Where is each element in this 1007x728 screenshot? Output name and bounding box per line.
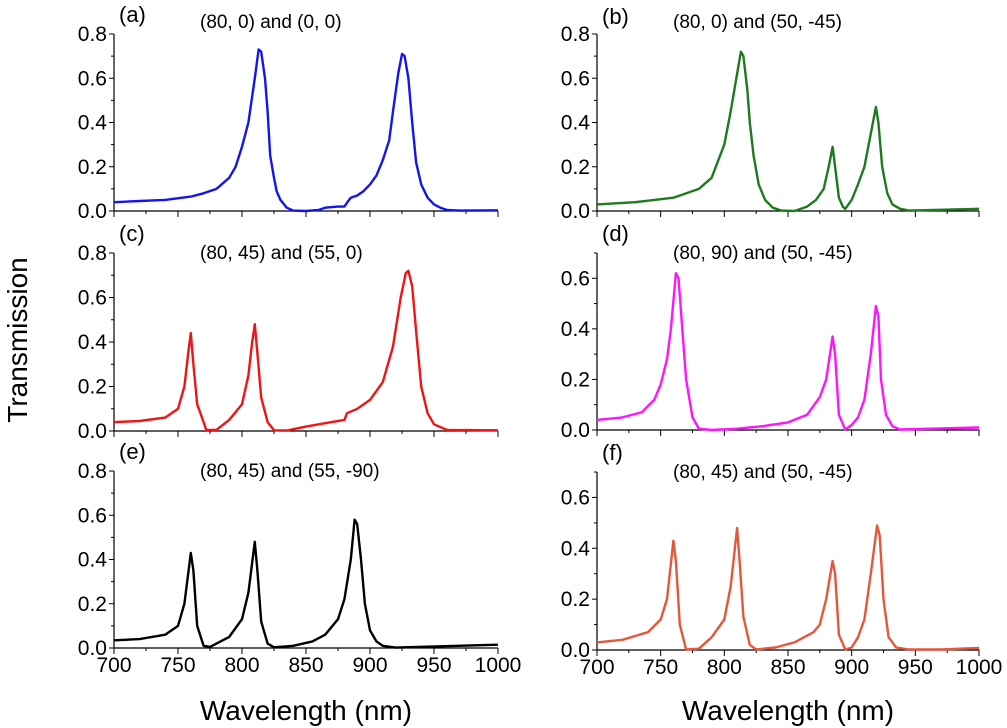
x-tick-label: 700: [96, 654, 131, 677]
panel-e: 0.0 0.2 0.4 0.6 0.8 700 750 800 850 900 950 1000 (e)…: [78, 439, 522, 677]
panel-label: (a): [119, 2, 146, 27]
y-tick-label: 0.6: [561, 67, 590, 90]
series-line: [596, 524, 980, 651]
x-tick-label: 1000: [475, 654, 522, 677]
y-tick-label: 0.8: [78, 460, 107, 483]
panel-label: (e): [119, 439, 146, 464]
panel-c: 0.0 0.2 0.4 0.6 0.8 (c) (80, 45) and (55, 0): [78, 221, 499, 443]
y-tick-label: 0.4: [78, 112, 108, 135]
x-tick-label: 800: [707, 656, 742, 679]
series-line: [113, 518, 499, 649]
series-line: [113, 269, 499, 432]
y-tick-label: 0.6: [78, 287, 107, 310]
y-tick-label: 0.8: [561, 23, 590, 46]
y-axis-title: Transmission: [2, 257, 33, 422]
panel-title: (80, 90) and (50, -45): [673, 243, 853, 264]
x-tick-label: 750: [160, 654, 195, 677]
x-tick-label: 800: [224, 654, 259, 677]
y-tick-label: 0.2: [78, 376, 107, 399]
panel-a: 0.0 0.2 0.4 0.6 0.8 (a) (80, 0) and (0, 0): [78, 2, 499, 223]
y-tick-label: 0.0: [78, 420, 107, 443]
y-tick-label: 0.2: [78, 593, 107, 616]
y-tick-label: 0.6: [78, 504, 107, 527]
x-tick-label: 950: [898, 656, 933, 679]
x-tick-label: 900: [834, 656, 869, 679]
x-tick-label: 1000: [956, 656, 1003, 679]
y-tick-label: 0.2: [561, 156, 590, 179]
y-tick-label: 0.0: [561, 419, 590, 442]
y-tick-label: 0.0: [561, 200, 590, 223]
panel-title: (80, 45) and (55, -90): [200, 461, 380, 482]
y-tick-label: 0.2: [78, 156, 107, 179]
y-tick-label: 0.6: [561, 267, 590, 290]
y-tick-label: 0.4: [78, 549, 108, 572]
series-line: [596, 50, 980, 213]
y-tick-label: 0.6: [561, 486, 590, 509]
y-tick-label: 0.0: [78, 200, 107, 223]
panel-title: (80, 45) and (55, 0): [200, 243, 363, 264]
panel-title: (80, 0) and (0, 0): [200, 12, 342, 33]
x-tick-label: 750: [643, 656, 678, 679]
panel-label: (c): [119, 221, 145, 246]
panel-title: (80, 45) and (50, -45): [673, 462, 853, 483]
y-tick-label: 0.6: [78, 67, 107, 90]
x-axis-title-right: Wavelength (nm): [682, 695, 894, 726]
y-tick-label: 0.2: [561, 368, 590, 391]
panel-label: (d): [602, 221, 629, 246]
y-tick-label: 0.0: [561, 639, 590, 662]
y-tick-label: 0.8: [78, 23, 107, 46]
x-tick-label: 850: [288, 654, 323, 677]
x-axis-title-left: Wavelength (nm): [200, 695, 412, 726]
x-tick-label: 900: [352, 654, 387, 677]
y-tick-label: 0.4: [78, 331, 108, 354]
y-tick-label: 0.4: [561, 112, 591, 135]
y-tick-label: 0.2: [561, 588, 590, 611]
panel-b: 0.0 0.2 0.4 0.6 0.8 (b) (80, 0) and (50, -45): [561, 4, 980, 223]
panel-d: 0.0 0.2 0.4 0.6 (d) (80, 90) and (50, -45): [561, 221, 980, 442]
panel-label: (f): [602, 440, 623, 465]
series-line: [113, 48, 499, 213]
panel-title: (80, 0) and (50, -45): [673, 12, 842, 33]
x-tick-label: 850: [770, 656, 805, 679]
x-tick-label: 700: [579, 656, 614, 679]
y-tick-label: 0.4: [561, 537, 591, 560]
y-tick-label: 0.0: [78, 637, 107, 660]
series-line: [596, 272, 980, 432]
y-tick-label: 0.4: [561, 318, 591, 341]
x-tick-label: 950: [416, 654, 451, 677]
y-tick-label: 0.8: [78, 242, 107, 265]
panel-label: (b): [602, 4, 629, 29]
panel-f: 0.0 0.2 0.4 0.6 700 750 800 850 900 950 1000 (f) (80…: [561, 440, 1003, 679]
